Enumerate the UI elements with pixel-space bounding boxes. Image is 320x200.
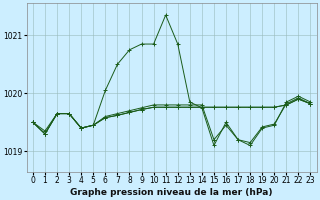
X-axis label: Graphe pression niveau de la mer (hPa): Graphe pression niveau de la mer (hPa) xyxy=(70,188,273,197)
